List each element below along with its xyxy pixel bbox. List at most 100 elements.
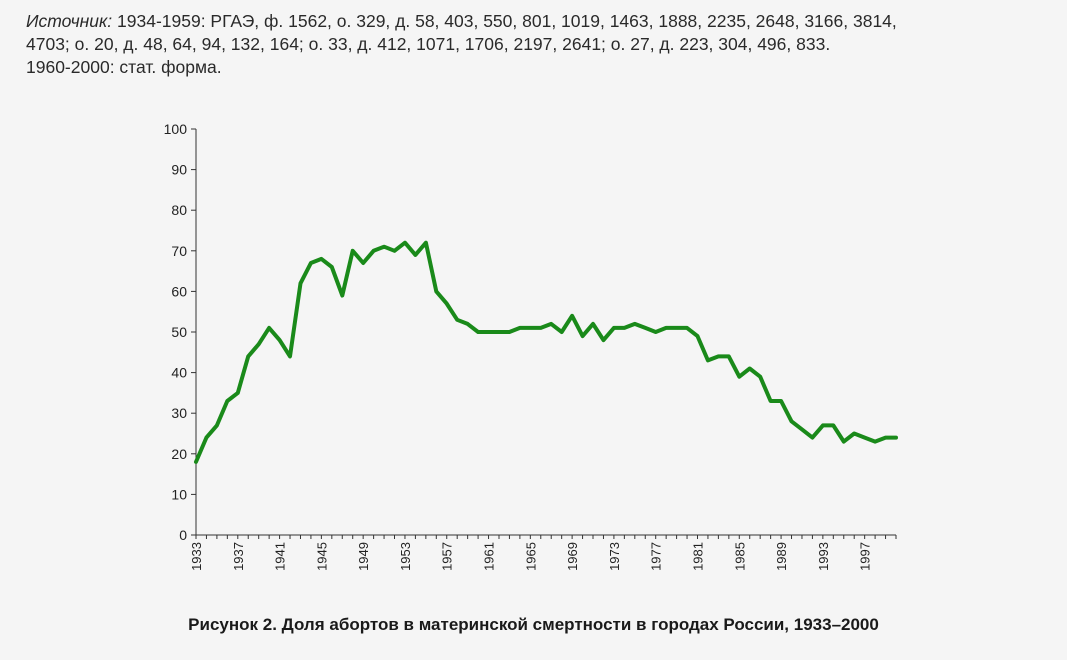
data-point	[403, 241, 407, 245]
data-point	[643, 326, 647, 330]
x-axis: 1933 1937 1941 1945 1949 1953 1957 1961 1965 1969…	[189, 534, 897, 571]
data-point	[361, 261, 365, 265]
data-point	[382, 245, 386, 249]
data-point	[497, 330, 501, 334]
y-tick-label: 0	[179, 527, 187, 543]
data-point	[330, 265, 334, 269]
x-tick-label: 1993	[816, 542, 831, 571]
data-point	[466, 322, 470, 326]
x-tick-label: 1957	[440, 542, 455, 571]
data-point	[810, 435, 815, 440]
data-point	[194, 460, 198, 464]
data-point	[246, 354, 250, 358]
y-tick-label: 10	[171, 486, 187, 502]
data-point	[277, 338, 282, 342]
source-label: Источник:	[26, 11, 113, 31]
source-line-3: 1960-2000: стат. форма.	[26, 57, 222, 77]
data-point	[267, 326, 271, 330]
y-tick-label: 60	[171, 283, 187, 299]
y-tick-label: 20	[171, 446, 187, 462]
data-point	[518, 326, 522, 330]
data-point	[486, 330, 491, 334]
data-point	[288, 354, 292, 358]
data-point	[413, 253, 418, 257]
y-tick-label: 90	[171, 162, 187, 178]
data-point	[873, 440, 877, 444]
x-tick-label: 1949	[356, 542, 371, 571]
y-tick-label: 100	[164, 121, 188, 137]
data-point	[633, 322, 637, 326]
y-tick-label: 30	[171, 405, 187, 421]
source-line-1: 1934-1959: РГАЭ, ф. 1562, о. 329, д. 58,…	[112, 11, 897, 31]
data-point	[351, 249, 355, 253]
x-tick-label: 1961	[482, 542, 497, 571]
data-point	[445, 301, 449, 306]
data-point	[340, 293, 344, 298]
data-point	[591, 322, 595, 326]
series-line	[194, 240, 898, 464]
data-point	[622, 326, 626, 330]
y-tick-label: 80	[171, 202, 187, 218]
data-point	[424, 241, 428, 245]
data-point	[215, 423, 219, 427]
figure-caption: Рисунок 2. Доля абортов в материнской см…	[188, 615, 879, 634]
data-point	[769, 399, 773, 403]
data-point	[789, 419, 794, 423]
x-tick-label: 1989	[774, 542, 789, 571]
x-tick-label: 1973	[607, 542, 622, 571]
data-point	[528, 326, 532, 330]
x-tick-label: 1941	[273, 542, 288, 571]
x-tick-label: 1981	[690, 542, 705, 571]
data-point	[225, 399, 229, 403]
x-tick-label: 1977	[649, 542, 664, 571]
data-point	[758, 375, 762, 379]
data-point	[372, 249, 376, 253]
data-point	[674, 326, 679, 330]
data-point	[716, 354, 720, 358]
data-point	[695, 334, 700, 338]
x-tick-label: 1937	[231, 542, 246, 571]
data-point	[309, 261, 313, 265]
source-line-2: 4703; о. 20, д. 48, 64, 94, 132, 164; о.…	[26, 34, 831, 54]
data-point	[392, 249, 397, 253]
data-point	[601, 338, 606, 342]
data-point	[570, 314, 574, 318]
x-tick-label: 1945	[314, 542, 329, 571]
data-point	[319, 257, 323, 261]
x-tick-label: 1985	[732, 542, 747, 571]
data-point	[476, 330, 480, 334]
y-tick-label: 50	[171, 324, 187, 340]
data-point	[507, 330, 512, 334]
data-point	[204, 435, 209, 440]
source-note: Источник: 1934-1959: РГАЭ, ф. 1562, о. 3…	[26, 10, 1046, 79]
data-point	[748, 366, 752, 371]
data-point	[236, 391, 240, 395]
y-axis: 0 10 20 30 40 50 60 70 80 90 100	[164, 121, 197, 543]
x-tick-label: 1965	[523, 542, 538, 571]
data-point	[455, 318, 459, 322]
y-tick-label: 70	[171, 243, 187, 259]
x-tick-label: 1933	[189, 542, 204, 571]
data-point	[539, 326, 543, 330]
data-point	[685, 326, 689, 330]
data-point	[831, 423, 835, 427]
y-tick-label: 40	[171, 365, 187, 381]
data-point	[800, 427, 804, 432]
data-point	[612, 326, 616, 330]
data-point	[883, 435, 888, 440]
data-point	[257, 342, 261, 346]
line-chart: 0 10 20 30 40 50 60 70 80 90 100 1933 1937 1941 1945 1…	[164, 121, 898, 571]
data-point	[549, 322, 553, 326]
data-point	[779, 399, 783, 403]
data-point	[654, 330, 658, 334]
series	[194, 240, 898, 464]
data-point	[842, 440, 846, 444]
x-tick-label: 1969	[565, 542, 580, 571]
data-point	[298, 281, 303, 285]
data-point	[727, 354, 731, 358]
data-point	[560, 330, 564, 334]
x-tick-label: 1997	[858, 542, 873, 571]
data-point	[737, 375, 741, 379]
data-point	[821, 423, 825, 427]
data-point	[664, 326, 668, 330]
